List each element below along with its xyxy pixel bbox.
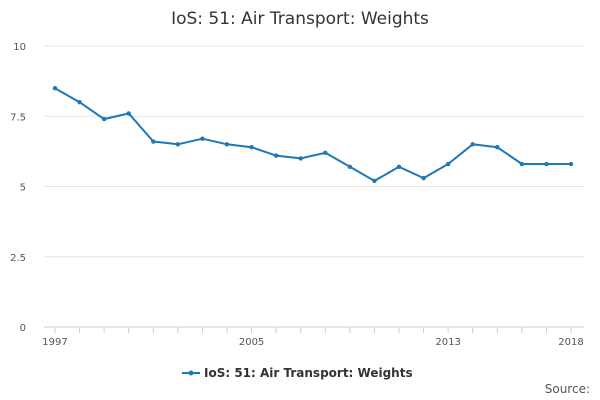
data-point: [151, 139, 156, 144]
data-point: [249, 144, 254, 150]
data-point: [347, 164, 353, 170]
x-tick-label: 1997: [42, 337, 67, 348]
y-tick-label: 0: [20, 323, 26, 334]
data-point: [323, 150, 328, 155]
y-tick-label: 5: [20, 183, 26, 194]
data-point: [445, 161, 451, 167]
data-point: [52, 85, 58, 91]
series-layer: [52, 85, 574, 184]
data-point: [421, 175, 426, 181]
data-point: [544, 161, 549, 167]
data-point: [568, 161, 574, 167]
data-point: [298, 156, 303, 161]
data-point: [175, 142, 181, 147]
data-point: [495, 144, 500, 150]
data-point: [396, 164, 402, 170]
legend-marker-icon: [188, 370, 194, 376]
y-tick-label: 7.5: [10, 112, 26, 123]
data-point: [224, 142, 230, 147]
data-point: [77, 100, 82, 105]
x-tick-label: 2018: [558, 337, 583, 348]
y-tick-label: 10: [13, 42, 26, 53]
x-axis: 1997 2005 2013 2018: [42, 326, 584, 348]
data-point: [519, 161, 525, 167]
data-point: [126, 111, 131, 116]
data-point: [273, 153, 279, 158]
y-axis: 0 2.5 5 7.5 10: [10, 42, 26, 334]
data-point: [470, 142, 475, 147]
data-point: [101, 116, 107, 122]
legend-label: IoS: 51: Air Transport: Weights: [204, 366, 413, 380]
grid-lines: [44, 45, 584, 258]
series-line: [54, 87, 571, 182]
chart-title: IoS: 51: Air Transport: Weights: [171, 9, 429, 29]
x-tick-label: 2013: [435, 337, 460, 348]
legend[interactable]: IoS: 51: Air Transport: Weights: [182, 366, 413, 380]
data-point: [372, 178, 377, 184]
x-tick-label: 2005: [239, 337, 264, 348]
source-label: Source:: [545, 382, 590, 396]
y-tick-label: 2.5: [10, 253, 26, 264]
data-point: [200, 136, 205, 141]
